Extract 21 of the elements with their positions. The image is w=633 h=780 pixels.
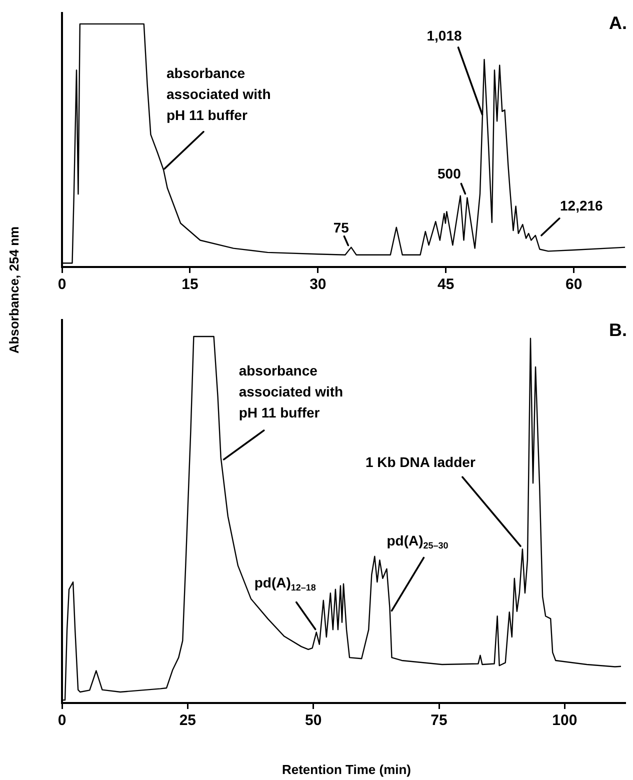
x-tick-label: 50 bbox=[304, 712, 322, 730]
x-tick-label: 45 bbox=[438, 276, 454, 294]
annotation: B. bbox=[609, 320, 627, 340]
x-axis-title: Retention Time (min) bbox=[280, 762, 412, 777]
x-tick-label: 25 bbox=[179, 712, 196, 730]
annotation: 500 bbox=[438, 166, 462, 182]
annotation: 1 Kb DNA ladder bbox=[365, 454, 476, 470]
annotation: 75 bbox=[333, 219, 350, 236]
x-tick-label: 100 bbox=[552, 712, 578, 730]
annotation: absorbance associated with pH 11 buffer bbox=[238, 362, 344, 420]
x-tick-label: 0 bbox=[58, 712, 66, 730]
y-axis-title: Absorbance, 254 nm bbox=[6, 226, 22, 354]
x-tick-label: 0 bbox=[58, 276, 66, 294]
annotation: 12,216 bbox=[560, 197, 604, 214]
x-tick-label: 75 bbox=[430, 712, 448, 730]
x-tick-label: 30 bbox=[310, 276, 326, 294]
x-tick-label: 15 bbox=[182, 276, 198, 294]
annotation: absorbance associated with pH 11 buffer bbox=[166, 64, 271, 123]
annotation: 1,018 bbox=[426, 27, 462, 44]
x-tick-label: 60 bbox=[565, 276, 582, 294]
annotation: A. bbox=[609, 13, 627, 33]
